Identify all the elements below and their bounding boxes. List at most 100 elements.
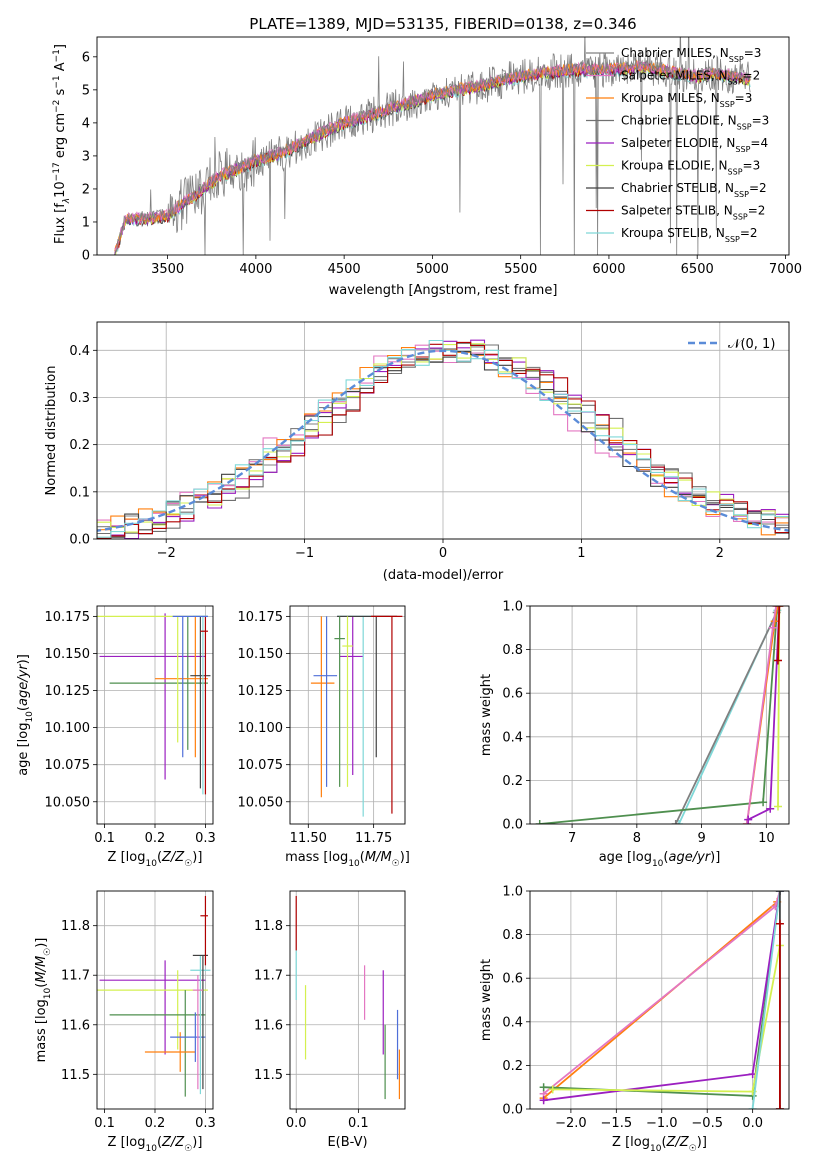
y-tick-label: 10.175	[238, 610, 284, 625]
legend-n: , N	[719, 136, 736, 150]
legend-count: =2	[743, 69, 761, 83]
y-tick-label: 5	[82, 83, 90, 98]
legend-entry: Salpeter MILES, NSSP=2	[621, 69, 760, 87]
x-tick-label: −2	[157, 546, 176, 561]
model-line-salpeter-miles	[114, 60, 751, 251]
label-part: Z/Z	[666, 1135, 690, 1150]
label-part: (	[360, 850, 365, 865]
label-part: age [log	[16, 723, 31, 776]
x-axis-label: mass [log10(M/M☉)]	[285, 850, 410, 869]
x-tick-label: 11.50	[290, 831, 327, 846]
label-part: Z [log	[612, 1135, 650, 1150]
legend-entry: Salpeter ELODIE, NSSP=4	[621, 136, 768, 154]
label-part: 10	[652, 859, 664, 869]
label-part: age/yr	[16, 663, 31, 706]
label-part: mass [log	[285, 850, 348, 865]
x-tick-label: −1.0	[646, 1116, 678, 1131]
weight-marker	[671, 820, 680, 824]
label-part: ☉	[392, 859, 400, 869]
x-tick-label: 0.3	[195, 1116, 216, 1131]
label-part: )]	[400, 850, 410, 865]
x-tick-label: −1.5	[601, 1116, 633, 1131]
x-tick-label: 0.1	[94, 831, 115, 846]
legend-n: , N	[711, 159, 728, 173]
legend-n: , N	[703, 91, 720, 105]
y-axis-label: mass [log10(M/M☉)]	[34, 938, 53, 1063]
y-tick-label: 0.0	[69, 533, 90, 548]
x-tick-label: 1	[577, 546, 585, 561]
model-line-chabrier-miles	[114, 60, 751, 252]
label-part: (	[663, 850, 668, 865]
weight-line-extra-green	[539, 606, 779, 824]
plot-area	[97, 339, 789, 539]
label-part: ☉	[184, 1144, 192, 1154]
axes-frame	[96, 321, 790, 540]
legend-name: Salpeter STELIB	[621, 204, 716, 218]
x-tick-label: 0.2	[145, 831, 166, 846]
x-tick-label: 4000	[239, 262, 272, 277]
weight-marker	[775, 891, 784, 895]
legend-n: , N	[717, 181, 734, 195]
x-tick-label: 0	[439, 546, 447, 561]
y-axis-label: Normed distribution	[44, 366, 59, 496]
y-tick-label: 6	[82, 50, 90, 65]
label-part: )]	[710, 850, 720, 865]
weight-marker	[748, 1105, 757, 1109]
label-part: ☉	[43, 948, 53, 956]
x-axis-label: (data-model)/error	[383, 568, 504, 583]
label-part: (	[34, 983, 49, 988]
y-tick-label: 10.075	[238, 758, 284, 773]
legend-entry: Chabrier MILES, NSSP=3	[621, 46, 761, 64]
legend-sub: SSP	[733, 212, 748, 221]
x-tick-label: 0.3	[195, 831, 216, 846]
legend-name: Chabrier STELIB	[621, 181, 717, 195]
y-tick-label: 0.2	[69, 438, 90, 453]
y-tick-label: 10.050	[45, 795, 91, 810]
weight-marker	[773, 802, 782, 811]
x-tick-label: 0.2	[145, 1116, 166, 1131]
plot-area	[535, 606, 784, 824]
legend-entry: Kroupa ELODIE, NSSP=3	[621, 159, 760, 177]
x-tick-label: 0.0	[742, 1116, 763, 1131]
hist-step-kroupa-stelib	[97, 339, 789, 538]
x-tick-label: 2	[716, 546, 724, 561]
y-tick-label: 10.100	[238, 721, 284, 736]
legend-n: , N	[711, 69, 728, 83]
label-part: E(B-V)	[327, 1135, 367, 1150]
label-part: −1	[52, 49, 62, 62]
y-tick-label: 0.8	[502, 928, 523, 943]
label-part: )]	[192, 1135, 202, 1150]
y-tick-label: 11.5	[254, 1068, 283, 1083]
y-tick-label: 10.125	[238, 684, 284, 699]
label-part: mass [log	[34, 999, 49, 1062]
axes-frame	[529, 605, 790, 825]
x-tick-label: 5500	[504, 262, 537, 277]
x-tick-label: 10	[758, 831, 775, 846]
weight-marker	[535, 820, 544, 824]
label-part: −2	[52, 100, 62, 113]
weight-marker	[742, 820, 751, 824]
label-part: )]	[192, 850, 202, 865]
legend-sub: SSP	[725, 235, 740, 244]
label-part: (	[16, 706, 31, 711]
y-tick-label: 0.4	[69, 344, 90, 359]
label-part: 10	[43, 987, 53, 999]
legend-n: , N	[708, 226, 725, 240]
legend-count: =3	[735, 91, 753, 105]
legend-name: Salpeter MILES	[621, 69, 711, 83]
y-tick-label: 0.4	[502, 1015, 523, 1030]
x-tick-label: 0.0	[286, 1116, 307, 1131]
label-part: 10	[53, 181, 68, 198]
weight-marker	[775, 919, 784, 928]
legend-count: =4	[750, 136, 768, 150]
label-part: erg cm	[53, 113, 68, 162]
axes-frame	[96, 605, 214, 825]
y-tick-label: 10.100	[45, 721, 91, 736]
y-tick-label: 1.0	[502, 885, 523, 900]
x-tick-label: −0.5	[691, 1116, 723, 1131]
panels: 3500 4000 4500 5000 5500 6000 6500 7000 0 1 2 3 4 5 6 w…	[16, 36, 802, 1154]
y-tick-label: 10.150	[45, 647, 91, 662]
label-part: λ	[62, 198, 72, 204]
